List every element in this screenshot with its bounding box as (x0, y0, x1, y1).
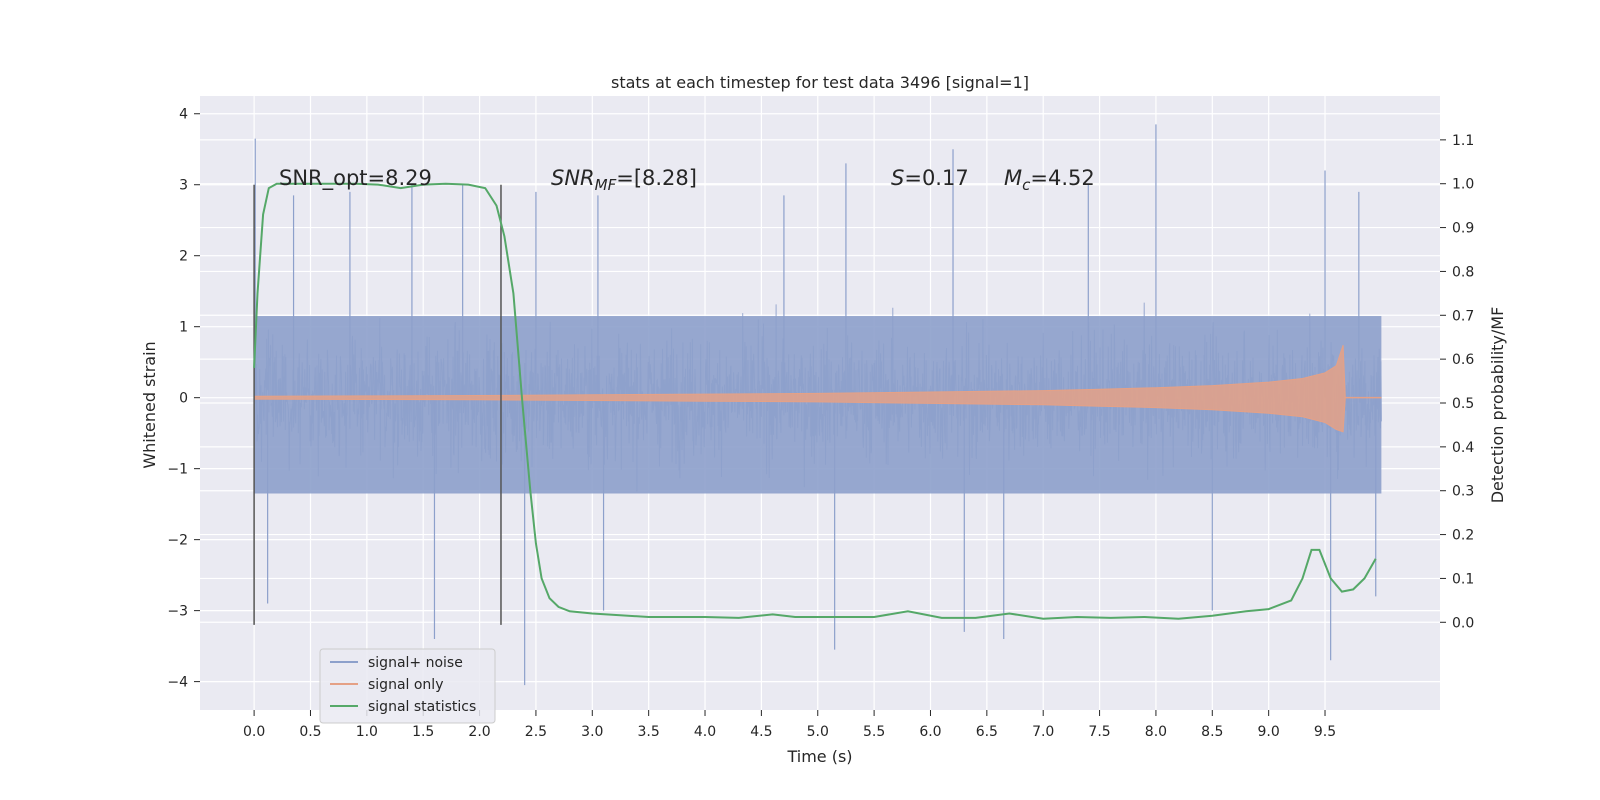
y-axis-left: 4 3 2 1 0 −1 −2 −3 −4 (167, 107, 200, 691)
x-tick-label: 0.0 (243, 724, 265, 740)
annotation-snr-mf-value: =[8.28] (616, 166, 697, 190)
chart-title: stats at each timestep for test data 349… (611, 73, 1029, 92)
x-tick-label: 6.0 (919, 724, 941, 740)
x-tick-label: 3.0 (581, 724, 603, 740)
legend-label-signal-statistics: signal statistics (368, 699, 476, 715)
y2-tick-label: 0.8 (1452, 264, 1474, 280)
x-tick-label: 5.0 (807, 724, 829, 740)
y2-axis-label: Detection probability/MF (1488, 307, 1507, 504)
y2-tick-label: 1.0 (1452, 177, 1474, 193)
annotation-snr-mf-symbol: SNR (551, 166, 595, 190)
x-tick-label: 1.5 (412, 724, 434, 740)
x-tick-label: 6.5 (976, 724, 998, 740)
y-tick-label: 3 (179, 178, 188, 194)
y-tick-label: 0 (179, 391, 188, 407)
annotation-snr-mf: SNRMF=[8.28] (551, 166, 697, 194)
annotation-s: S=0.17 (891, 166, 969, 190)
signal-statistics-line (253, 182, 1377, 620)
legend: signal+ noise signal only signal statist… (319, 648, 496, 724)
x-axis-label: Time (s) (786, 747, 852, 766)
y2-tick-label: 0.1 (1452, 571, 1474, 587)
y-tick-label: −3 (167, 604, 188, 620)
annotation-snr-mf-subscript: MF (595, 176, 617, 194)
y-axis-label: Whitened strain (140, 341, 159, 468)
x-tick-label: 0.5 (299, 724, 321, 740)
signal-statistics-series (253, 182, 1377, 620)
vertical-markers (253, 184, 502, 625)
y2-tick-label: 0.0 (1452, 615, 1474, 631)
x-tick-label: 7.0 (1032, 724, 1054, 740)
x-tick-label: 4.0 (694, 724, 716, 740)
annotation-mc-value: =4.52 (1030, 166, 1094, 190)
y-tick-label: −1 (167, 462, 188, 478)
legend-box (319, 648, 496, 724)
legend-label-signal-only: signal only (368, 677, 443, 693)
y-tick-label: 1 (179, 320, 188, 336)
x-tick-label: 8.0 (1145, 724, 1167, 740)
annotation-mc: Mc=4.52 (1004, 166, 1095, 194)
x-axis: 0.0 0.5 1.0 1.5 2.0 2.5 3.0 3.5 4.0 4.5 5.0 5.5 6.0 6… (243, 710, 1336, 740)
annotation-snr-opt: SNR_opt=8.29 (279, 166, 432, 191)
y2-tick-label: 0.5 (1452, 396, 1474, 412)
annotation-s-symbol: S (891, 166, 904, 190)
x-tick-label: 2.0 (468, 724, 490, 740)
y-tick-label: −4 (167, 675, 188, 691)
annotation-mc-subscript: c (1022, 176, 1031, 194)
x-tick-label: 7.5 (1088, 724, 1110, 740)
y-tick-label: 2 (179, 249, 188, 265)
y2-tick-label: 0.4 (1452, 440, 1474, 456)
y2-tick-label: 1.1 (1452, 133, 1474, 149)
x-tick-label: 4.5 (750, 724, 772, 740)
y2-tick-label: 0.6 (1452, 352, 1474, 368)
x-tick-label: 8.5 (1201, 724, 1223, 740)
x-tick-label: 5.5 (863, 724, 885, 740)
legend-label-signal-plus-noise: signal+ noise (368, 655, 463, 671)
annotation-mc-symbol: M (1004, 166, 1022, 190)
x-tick-label: 9.5 (1314, 724, 1336, 740)
y2-tick-label: 0.2 (1452, 528, 1474, 544)
y-axis-right: 1.1 1.0 0.9 0.8 0.7 0.6 0.5 0.4 0.3 0.2 0.1 0.0 (1440, 133, 1474, 631)
y2-tick-label: 0.7 (1452, 308, 1474, 324)
y2-tick-label: 0.3 (1452, 484, 1474, 500)
y2-tick-label: 0.9 (1452, 221, 1474, 237)
x-tick-label: 9.0 (1258, 724, 1280, 740)
x-tick-label: 2.5 (525, 724, 547, 740)
annotation-s-value: =0.17 (904, 166, 968, 190)
y-tick-label: 4 (179, 107, 188, 123)
signal-only-envelope (253, 344, 1346, 433)
x-tick-label: 1.0 (356, 724, 378, 740)
x-tick-label: 3.5 (638, 724, 660, 740)
signal-only-series (253, 344, 1382, 433)
y-tick-label: −2 (167, 533, 188, 549)
